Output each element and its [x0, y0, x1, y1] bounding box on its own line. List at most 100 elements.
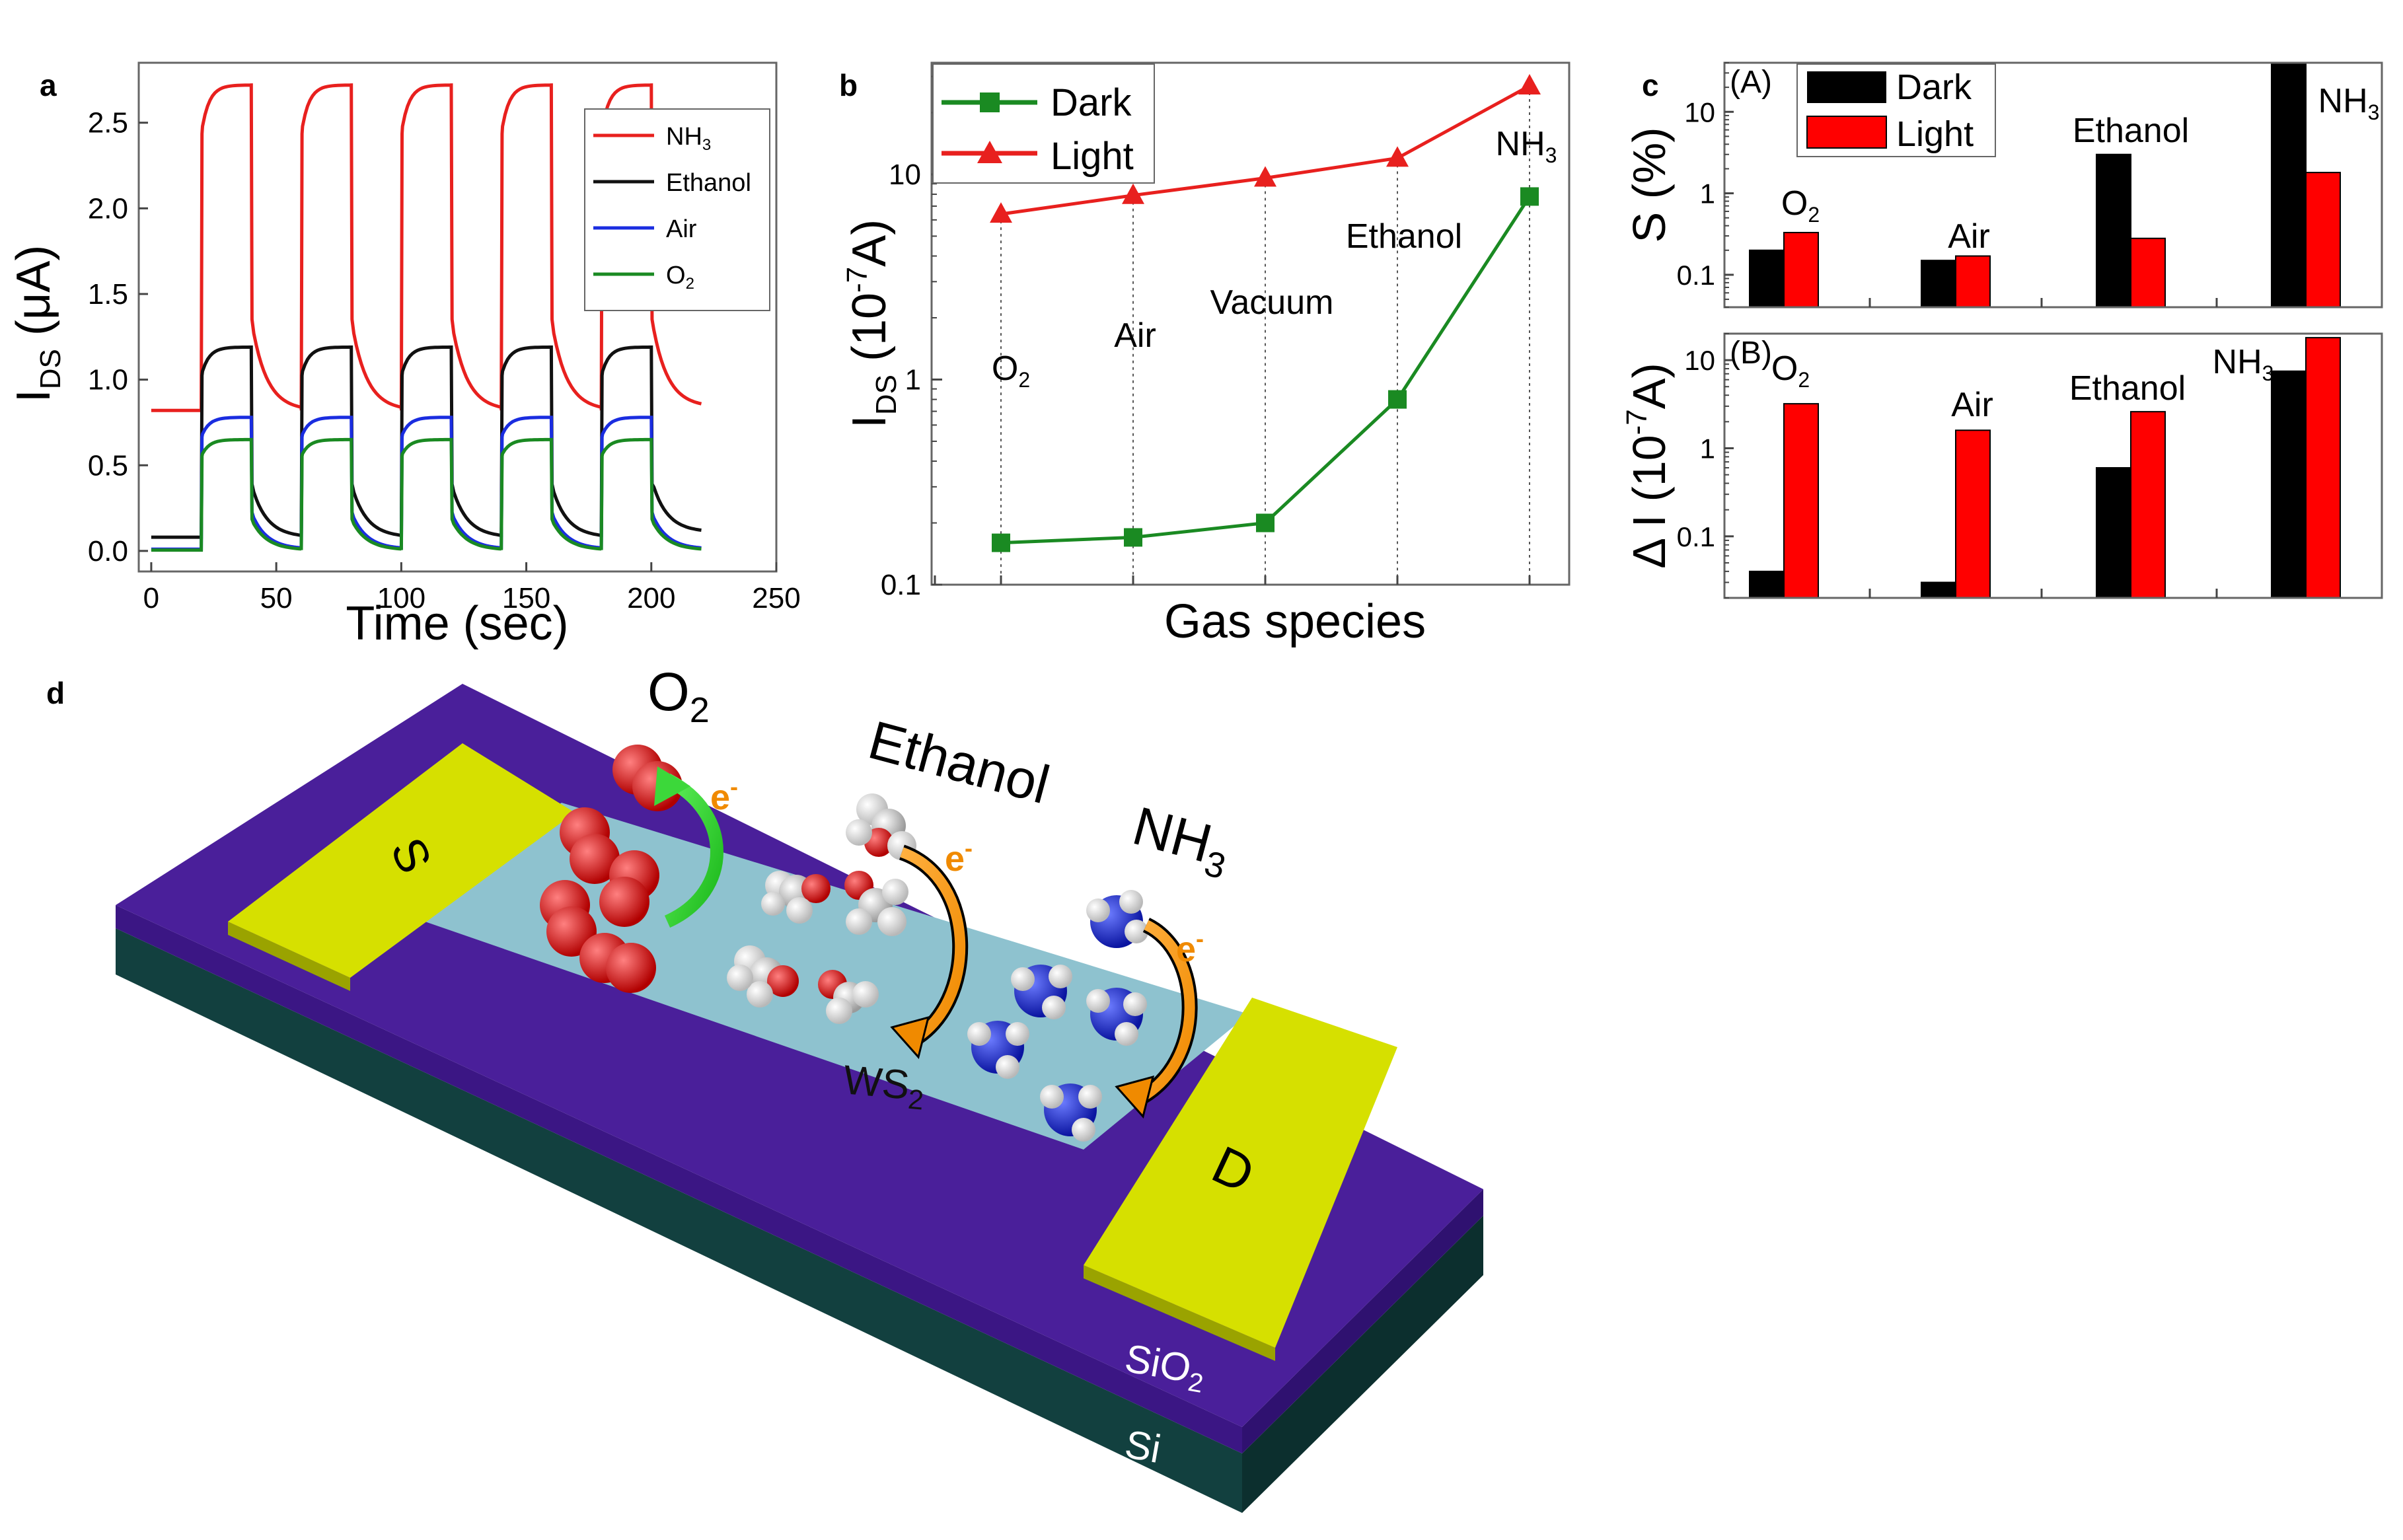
electron-label-o2-sup: -	[730, 773, 738, 800]
y-tick-label: 0.5	[88, 449, 128, 482]
bar-light	[1955, 429, 1991, 599]
category-label: O2	[992, 349, 1030, 392]
o2-molecules	[540, 745, 683, 993]
y-tick-label: 2.0	[88, 192, 128, 225]
category-label-top: Air	[1948, 217, 1990, 256]
data-point-dark	[1124, 528, 1142, 547]
category-label-top-sub: 3	[2368, 100, 2380, 124]
electron-label-o2-main: e	[710, 778, 730, 817]
subplot-tag-b: (B)	[1730, 336, 1772, 371]
y-tick-label: 0.1	[1677, 260, 1715, 291]
bar-light	[1783, 403, 1819, 599]
electron-label-o2: e-	[710, 773, 738, 817]
y-tick-label: 10	[1684, 96, 1715, 128]
ethanol-molecules	[727, 793, 916, 1024]
bar-light	[2305, 172, 2341, 308]
bar-dark	[2271, 63, 2307, 308]
y-axis-title-end: A)	[843, 219, 896, 267]
category-label-bottom-main: Air	[1951, 386, 1993, 424]
legend-light-swatch	[1806, 116, 1887, 149]
x-tick-label: 100	[377, 582, 425, 614]
category-label-bottom-sub: 3	[2262, 361, 2274, 385]
bar-dark	[2271, 370, 2307, 599]
x-tick-label: 50	[260, 582, 293, 614]
legend-label-o2-main: O	[666, 262, 686, 289]
category-label-main: O	[992, 349, 1018, 388]
oxygen-molecule	[612, 745, 683, 811]
ammonia-molecule	[1086, 988, 1147, 1046]
drain-electrode	[1084, 998, 1397, 1348]
category-label-top-main: O	[1781, 184, 1808, 223]
si-substrate-side	[1242, 1216, 1483, 1513]
plot-frame-bottom	[1723, 332, 2383, 599]
y-tick-label: 1	[905, 363, 921, 396]
bar-dark	[1749, 249, 1785, 308]
y-tick-label: 10	[1684, 345, 1715, 376]
ammonia-molecule	[967, 1021, 1029, 1079]
category-label-sub: 3	[1545, 143, 1557, 167]
series-line-air	[151, 416, 702, 551]
y-tick-label: 1	[1700, 433, 1715, 464]
y-axis-title-main: I	[7, 389, 60, 402]
data-point-dark	[1256, 513, 1275, 532]
y-axis-title-bottom: Δ I (10-7A)	[1621, 363, 1675, 569]
y-axis-title-bottom-end: A)	[1623, 363, 1675, 409]
ethanol-molecule	[844, 871, 908, 936]
y-axis-title: IDS (μA)	[7, 245, 67, 403]
category-label-top: O2	[1781, 184, 1820, 227]
y-axis-title-main: I	[843, 415, 896, 428]
data-point-light	[1386, 146, 1409, 167]
category-label: Air	[1114, 316, 1156, 355]
electron-transfer-arrowhead-o2	[654, 766, 690, 806]
sio2-label: SiO2	[1121, 1336, 1208, 1399]
electron-transfer-arrowhead-ethanol	[890, 1015, 930, 1060]
x-tick-label: 250	[752, 582, 800, 614]
gas-label-o2-main: O	[647, 662, 690, 722]
legend-light-marker	[977, 141, 1002, 163]
category-label: Ethanol	[1346, 217, 1462, 256]
category-label-top-sub: 2	[1808, 203, 1820, 227]
gas-label-nh3-main: NH	[1127, 795, 1218, 874]
y-axis-title: IDS (10-7A)	[841, 219, 903, 428]
y-axis-title-bottom-main: Δ I (10	[1623, 435, 1675, 568]
panel-label-d: d	[46, 676, 65, 710]
legend-label-ethanol-main: Ethanol	[666, 169, 751, 197]
nh3-molecules	[967, 890, 1148, 1142]
electron-label-ethanol: e-	[945, 834, 973, 879]
panel-d: d S D SiO2 Si WS2 O2 Ethanol NH3	[46, 662, 1483, 1513]
sio2-layer-front	[116, 905, 1242, 1453]
bar-dark	[2096, 467, 2131, 599]
drain-electrode-side	[1084, 1265, 1275, 1361]
x-tick-label: 200	[627, 582, 675, 614]
bar-dark	[1921, 260, 1956, 309]
legend-label-air-main: Air	[666, 215, 697, 243]
panel-label-b: b	[839, 68, 858, 102]
y-axis-title-rest: (10	[843, 293, 896, 375]
legend: Dark Light	[1796, 63, 1996, 157]
category-label-main: Vacuum	[1210, 283, 1334, 322]
y-tick-label: 2.5	[88, 107, 128, 139]
electron-transfer-arrow-ethanol-fill	[900, 847, 966, 1046]
electron-label-nh3-main: e	[1176, 930, 1196, 969]
sio2-layer-side	[1242, 1189, 1483, 1453]
category-label-top: Ethanol	[2073, 112, 2189, 150]
bar-light	[2130, 237, 2166, 308]
legend-label-o2-sub: 2	[686, 275, 694, 293]
category-label-sub: 2	[1018, 368, 1030, 392]
series-line-ethanol	[151, 345, 702, 539]
gas-label-nh3: NH3	[1125, 795, 1237, 887]
bar-dark	[1921, 581, 1956, 599]
bar-light	[2130, 411, 2166, 599]
legend: Dark Light	[932, 63, 1155, 184]
gas-label-o2: O2	[647, 662, 710, 730]
plot-area: O2 Air Vacuum Ethanol NH3	[990, 73, 1557, 585]
legend: NH3 Ethanol Air O2	[584, 108, 770, 311]
y-axis-title-sub: DS	[870, 375, 903, 415]
legend-label-nh3-main: NH	[666, 123, 702, 151]
legend-frame	[932, 63, 1155, 184]
legend-label-nh3-sub: 3	[702, 136, 711, 154]
ammonia-molecule	[1011, 965, 1072, 1019]
category-label-main: Air	[1114, 316, 1156, 355]
